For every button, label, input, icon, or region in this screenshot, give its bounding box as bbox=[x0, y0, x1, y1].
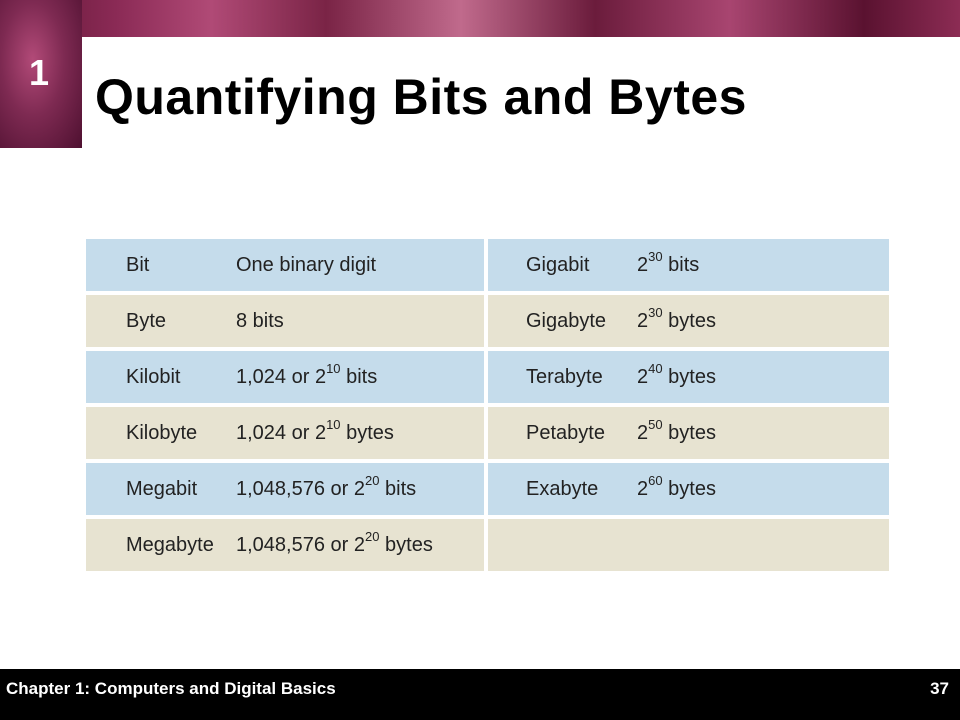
value-base: 1,024 or 2 bbox=[236, 365, 327, 388]
value-exponent: 10 bbox=[326, 416, 341, 432]
unit-value: 230 bytes bbox=[637, 306, 716, 333]
value-base: 2 bbox=[637, 477, 649, 500]
unit-term: Petabyte bbox=[526, 421, 605, 444]
unit-term: Kilobit bbox=[126, 365, 181, 388]
unit-term: Exabyte bbox=[526, 477, 599, 500]
unit-term: Kilobyte bbox=[126, 421, 198, 444]
chapter-number: 1 bbox=[28, 52, 50, 93]
chapter-badge: 1 bbox=[0, 0, 82, 148]
unit-value: 260 bytes bbox=[637, 474, 716, 501]
value-unit: bytes bbox=[340, 421, 394, 444]
table-row: Terabyte 240 bytes bbox=[488, 351, 889, 403]
unit-value: 1,048,576 or 220 bytes bbox=[236, 530, 433, 557]
value-base: 1,048,576 or 2 bbox=[236, 533, 365, 556]
value-unit: bits bbox=[662, 253, 700, 276]
table-row: Megabyte 1,048,576 or 220 bytes bbox=[86, 519, 484, 571]
footer-chapter-label: Chapter 1: Computers and Digital Basics bbox=[6, 679, 336, 698]
unit-term: Byte bbox=[126, 309, 167, 332]
table-row: Gigabyte 230 bytes bbox=[488, 295, 889, 347]
table-row: Gigabit 230 bits bbox=[488, 239, 889, 291]
value-base: One binary digit bbox=[236, 253, 377, 276]
table-row: Megabit 1,048,576 or 220 bits bbox=[86, 463, 484, 515]
table-row: Byte 8 bits bbox=[86, 295, 484, 347]
unit-value: 240 bytes bbox=[637, 362, 716, 389]
value-exponent: 50 bbox=[648, 416, 663, 432]
value-base: 1,024 or 2 bbox=[236, 421, 327, 444]
value-exponent: 40 bbox=[648, 360, 663, 376]
right-column: Gigabit 230 bits Gigabyte 230 bytes Terabyte… bbox=[488, 239, 889, 571]
unit-value: 1,024 or 210 bytes bbox=[236, 418, 394, 445]
value-exponent: 20 bbox=[365, 528, 380, 544]
unit-value: 1,048,576 or 220 bits bbox=[236, 474, 417, 501]
footer-bar: Chapter 1: Computers and Digital Basics … bbox=[0, 669, 960, 720]
value-exponent: 30 bbox=[648, 248, 663, 264]
value-unit: bytes bbox=[379, 533, 433, 556]
value-base: 2 bbox=[637, 365, 649, 388]
unit-value: 1,024 or 210 bits bbox=[236, 362, 378, 389]
unit-term: Bit bbox=[126, 253, 150, 276]
unit-term: Terabyte bbox=[526, 365, 603, 388]
value-exponent: 20 bbox=[365, 472, 380, 488]
header-band bbox=[0, 0, 960, 37]
value-unit: bytes bbox=[662, 421, 716, 444]
value-base: 2 bbox=[637, 421, 649, 444]
table-row: Petabyte 250 bytes bbox=[488, 407, 889, 459]
value-exponent: 10 bbox=[326, 360, 341, 376]
value-base: 1,048,576 or 2 bbox=[236, 477, 365, 500]
unit-value: 230 bits bbox=[637, 250, 700, 277]
table-row: Kilobit 1,024 or 210 bits bbox=[86, 351, 484, 403]
unit-term: Megabit bbox=[126, 477, 198, 500]
value-exponent: 30 bbox=[648, 304, 663, 320]
title-panel bbox=[82, 37, 960, 148]
slide-title: Quantifying Bits and Bytes bbox=[95, 69, 747, 125]
unit-term: Gigabyte bbox=[526, 309, 607, 332]
table-row: Bit One binary digit bbox=[86, 239, 484, 291]
table-row bbox=[488, 519, 889, 571]
units-table: Bit One binary digit Byte 8 bits Kilobit 1,02… bbox=[86, 239, 889, 571]
unit-value: 250 bytes bbox=[637, 418, 716, 445]
value-unit: bits bbox=[340, 365, 378, 388]
value-unit: bits bbox=[379, 477, 417, 500]
table-row: Kilobyte 1,024 or 210 bytes bbox=[86, 407, 484, 459]
value-unit: bytes bbox=[662, 309, 716, 332]
unit-term: Megabyte bbox=[126, 533, 214, 556]
value-unit: bytes bbox=[662, 365, 716, 388]
page-number: 37 bbox=[930, 679, 949, 698]
unit-term: Gigabit bbox=[526, 253, 590, 276]
unit-value: 8 bits bbox=[236, 310, 284, 333]
value-unit: bytes bbox=[662, 477, 716, 500]
value-exponent: 60 bbox=[648, 472, 663, 488]
left-column: Bit One binary digit Byte 8 bits Kilobit 1,02… bbox=[86, 239, 484, 571]
value-base: 2 bbox=[637, 253, 649, 276]
unit-value: One binary digit bbox=[236, 254, 376, 277]
value-base: 2 bbox=[637, 309, 649, 332]
value-base: 8 bits bbox=[236, 309, 284, 332]
table-row: Exabyte 260 bytes bbox=[488, 463, 889, 515]
